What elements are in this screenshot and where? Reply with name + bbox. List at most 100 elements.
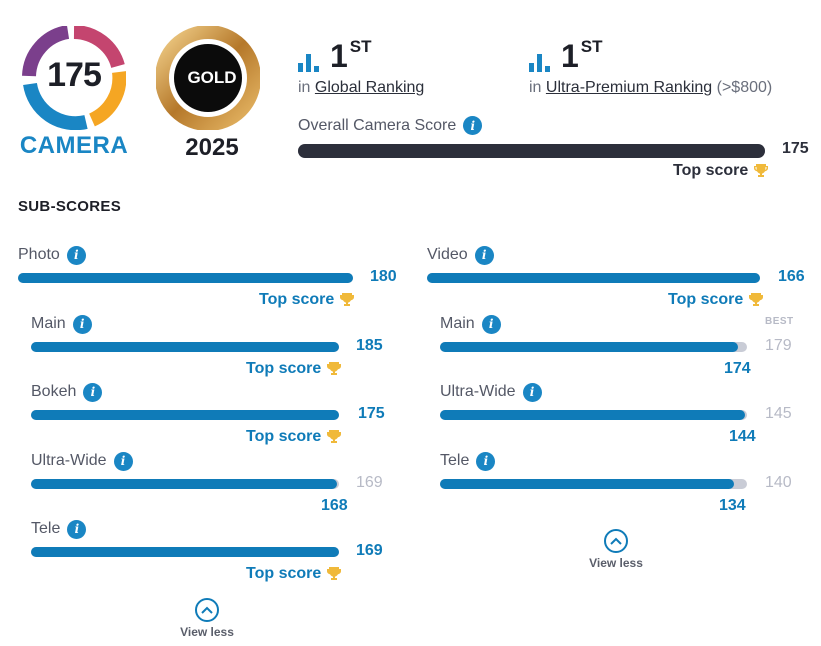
video-score-value: 166	[778, 268, 805, 285]
camera-score: 175	[47, 56, 102, 94]
video-ultra-wide-row: Ultra-Wide i 145 144	[440, 381, 810, 445]
global-ranking-link[interactable]: Global Ranking	[314, 79, 425, 96]
photo-bokeh-fill	[31, 410, 339, 420]
trophy-icon	[327, 362, 342, 375]
photo-tele-row: Tele i 169 Top score	[31, 518, 411, 582]
photo-main-label: Main	[31, 315, 66, 332]
video-score-bar	[427, 273, 760, 283]
top-score-label: Top score	[246, 565, 322, 582]
video-view-less-button[interactable]: View less	[576, 529, 656, 570]
camera-badge-ring-icon	[22, 26, 126, 130]
top-score-label: Top score	[673, 162, 749, 179]
photo-tele-label: Tele	[31, 520, 61, 537]
photo-ultra-wide-fill	[31, 479, 338, 489]
photo-main-row: Main i 185 Top score	[31, 313, 411, 377]
camera-score-badge: 175 CAMERA	[18, 26, 130, 166]
trophy-icon	[327, 567, 342, 580]
video-tele-value: 134	[719, 497, 746, 514]
video-main-bar	[440, 342, 747, 352]
photo-score-value: 180	[370, 268, 397, 285]
global-rank-number: 1	[330, 38, 348, 74]
video-score-fill	[427, 273, 760, 283]
best-label: BEST	[765, 316, 794, 327]
gold-label-badge: GOLD 2025	[154, 26, 266, 166]
photo-score-fill	[18, 273, 353, 283]
photo-tele-fill	[31, 547, 339, 557]
video-tele-bar	[440, 479, 747, 489]
video-main-value: 174	[724, 360, 751, 377]
photo-bokeh-value: 175	[358, 405, 385, 422]
top-score-label: Top score	[246, 428, 322, 445]
overall-score-text: Overall Camera Score	[298, 116, 457, 134]
overall-score-value: 175	[782, 140, 809, 157]
video-label: Video	[427, 246, 468, 263]
info-icon[interactable]: i	[481, 314, 501, 334]
info-icon[interactable]: i	[113, 451, 133, 471]
photo-tele-top-score: Top score	[246, 565, 342, 583]
top-score-label: Top score	[668, 291, 744, 308]
info-icon[interactable]: i	[72, 314, 92, 334]
camera-label: CAMERA	[19, 132, 129, 159]
info-icon[interactable]: i	[463, 116, 483, 135]
photo-ultra-wide-label: Ultra-Wide	[31, 452, 107, 469]
gold-badge-ring-icon	[156, 26, 260, 130]
chevron-up-icon	[195, 598, 219, 622]
photo-bokeh-row: Bokeh i 175 Top score	[31, 381, 411, 445]
photo-ultra-wide-best-value: 169	[356, 474, 383, 491]
ultra-premium-rank-prefix: in	[529, 79, 542, 96]
gold-label: GOLD	[187, 68, 237, 87]
video-tele-label: Tele	[440, 452, 470, 469]
video-main-best-value: 179	[765, 337, 792, 354]
overall-score-label: Overall Camera Score i	[298, 116, 483, 135]
info-icon[interactable]: i	[522, 382, 542, 402]
photo-view-less-label: View less	[180, 625, 234, 639]
overall-top-score: Top score	[673, 162, 769, 180]
overall-score-fill	[298, 144, 765, 158]
ranking-bars-icon	[529, 50, 551, 72]
photo-main-bar	[31, 342, 339, 352]
ultra-premium-price-note: (>$800)	[716, 79, 773, 96]
photo-main-top-score: Top score	[246, 360, 342, 378]
photo-ultra-wide-row: Ultra-Wide i 169 168	[31, 450, 411, 514]
video-main-label: Main	[440, 315, 475, 332]
info-icon[interactable]: i	[476, 451, 496, 471]
photo-score-bar	[18, 273, 353, 283]
video-view-less-label: View less	[589, 556, 643, 570]
photo-view-less-button[interactable]: View less	[167, 598, 247, 639]
global-rank-prefix: in	[298, 79, 311, 96]
photo-top-score: Top score	[259, 291, 355, 309]
info-icon[interactable]: i	[474, 245, 494, 265]
photo-tele-bar	[31, 547, 339, 557]
trophy-icon	[749, 293, 764, 306]
info-icon[interactable]: i	[66, 245, 86, 265]
video-main-row: Main i BEST 179 174	[440, 313, 810, 377]
info-icon[interactable]: i	[83, 382, 103, 402]
overall-score-bar	[298, 144, 765, 158]
video-ultra-wide-label: Ultra-Wide	[440, 383, 516, 400]
video-top-score: Top score	[668, 291, 764, 309]
photo-bokeh-bar	[31, 410, 339, 420]
video-tele-fill	[440, 479, 734, 489]
video-ultra-wide-best-value: 145	[765, 405, 792, 422]
ultra-premium-ranking: 1 ST in Ultra-Premium Ranking (>$800)	[529, 36, 772, 97]
global-ranking: 1 ST in Global Ranking	[298, 36, 424, 97]
photo-label: Photo	[18, 246, 60, 263]
global-rank-suffix: ST	[349, 37, 372, 56]
info-icon[interactable]: i	[67, 519, 87, 539]
trophy-icon	[327, 430, 342, 443]
video-ultra-wide-value: 144	[729, 428, 756, 445]
video-ultra-wide-bar	[440, 410, 747, 420]
trophy-icon	[754, 164, 769, 177]
video-tele-best-value: 140	[765, 474, 792, 491]
photo-bokeh-top-score: Top score	[246, 428, 342, 446]
ultra-premium-ranking-link[interactable]: Ultra-Premium Ranking	[545, 79, 713, 96]
photo-main-fill	[31, 342, 339, 352]
ranking-bars-icon	[298, 50, 320, 72]
sub-scores-heading: SUB-SCORES	[18, 198, 122, 215]
chevron-up-icon	[604, 529, 628, 553]
top-score-label: Top score	[246, 360, 322, 377]
video-score-row: Video i 166 Top score	[427, 244, 817, 308]
photo-score-row: Photo i 180 Top score	[18, 244, 418, 308]
top-score-label: Top score	[259, 291, 335, 308]
photo-bokeh-label: Bokeh	[31, 383, 77, 400]
